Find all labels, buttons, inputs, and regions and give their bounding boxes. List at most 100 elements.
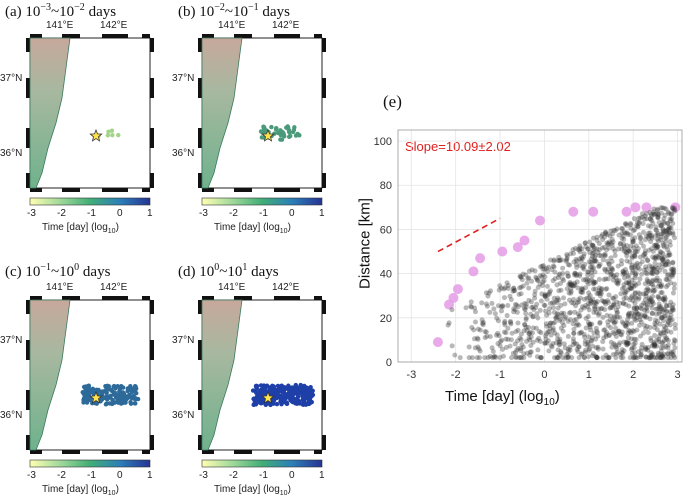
data-point — [587, 250, 593, 256]
data-point — [585, 300, 591, 306]
data-point — [625, 231, 631, 237]
data-point — [655, 294, 661, 300]
data-point — [557, 257, 563, 263]
data-point — [601, 298, 607, 304]
data-point — [489, 300, 495, 306]
data-point — [625, 274, 631, 280]
map-border-segment — [62, 188, 80, 192]
y-tick-label: 0 — [386, 357, 392, 369]
data-point — [594, 299, 600, 305]
data-point — [594, 355, 600, 361]
data-point — [517, 273, 523, 279]
data-point — [632, 300, 638, 306]
data-point — [500, 353, 506, 359]
data-point — [611, 320, 617, 326]
map-b — [198, 34, 326, 206]
data-point — [510, 350, 516, 356]
data-point — [624, 341, 630, 347]
data-point — [583, 315, 589, 321]
data-point — [558, 325, 564, 331]
colorbar — [201, 197, 323, 206]
data-point — [670, 230, 676, 236]
data-point — [648, 216, 654, 222]
map-border-segment — [198, 173, 202, 188]
data-point — [495, 341, 501, 347]
data-point — [634, 310, 640, 316]
data-point — [664, 308, 670, 314]
data-point — [603, 276, 609, 282]
data-point — [523, 301, 529, 307]
data-point — [583, 325, 589, 331]
data-point — [656, 333, 662, 339]
data-point — [551, 300, 557, 306]
data-point — [641, 322, 647, 328]
colorbar-tick: 1 — [319, 208, 325, 219]
data-point — [581, 251, 587, 257]
data-point — [645, 329, 651, 335]
data-point — [635, 290, 641, 296]
data-point — [516, 355, 522, 361]
data-point — [625, 248, 631, 254]
data-point — [650, 220, 656, 226]
data-point — [590, 247, 596, 253]
data-point — [589, 242, 595, 248]
data-point — [625, 280, 631, 286]
data-point — [632, 275, 638, 281]
event-dot — [308, 384, 313, 390]
data-point — [667, 225, 673, 231]
data-point — [601, 244, 607, 250]
data-point — [589, 273, 595, 279]
data-point — [493, 354, 499, 360]
data-point — [471, 327, 477, 333]
data-point — [591, 265, 597, 271]
data-point — [661, 297, 667, 303]
data-point — [625, 335, 631, 341]
data-point — [633, 248, 639, 254]
data-point — [616, 328, 622, 334]
land-area — [201, 37, 243, 189]
data-point — [571, 300, 577, 306]
data-point — [558, 287, 564, 293]
envelope-point — [519, 235, 530, 246]
data-point — [542, 293, 548, 299]
data-point — [671, 266, 677, 272]
data-point — [497, 355, 503, 361]
data-point — [627, 259, 633, 265]
map-border-segment — [274, 296, 300, 300]
data-point — [515, 327, 521, 333]
envelope-point — [512, 242, 523, 253]
data-point — [616, 328, 622, 334]
data-point — [632, 350, 638, 356]
data-point — [502, 322, 508, 328]
data-point — [511, 309, 517, 315]
event-dot — [133, 396, 138, 402]
data-point — [668, 351, 674, 357]
data-point — [635, 296, 641, 302]
data-point — [633, 295, 639, 301]
data-point — [571, 317, 577, 323]
data-point — [658, 205, 664, 211]
map-border-segment — [202, 188, 214, 192]
lon-label: 141°E — [218, 20, 246, 31]
data-point — [469, 355, 475, 361]
data-point — [655, 306, 661, 312]
data-point — [551, 264, 557, 270]
data-point — [568, 286, 574, 292]
data-point — [602, 253, 608, 259]
data-point — [628, 285, 634, 291]
data-point — [616, 342, 622, 348]
data-point — [550, 320, 556, 326]
colorbar-tick: -2 — [57, 470, 66, 481]
data-point — [645, 287, 651, 293]
data-point — [619, 347, 625, 353]
data-point — [522, 321, 528, 327]
data-point — [668, 211, 674, 217]
data-point — [656, 339, 662, 345]
data-point — [613, 325, 619, 331]
data-point — [498, 339, 504, 345]
data-point — [581, 296, 587, 302]
data-point — [551, 258, 557, 264]
data-point — [577, 256, 583, 262]
data-point — [604, 355, 610, 361]
